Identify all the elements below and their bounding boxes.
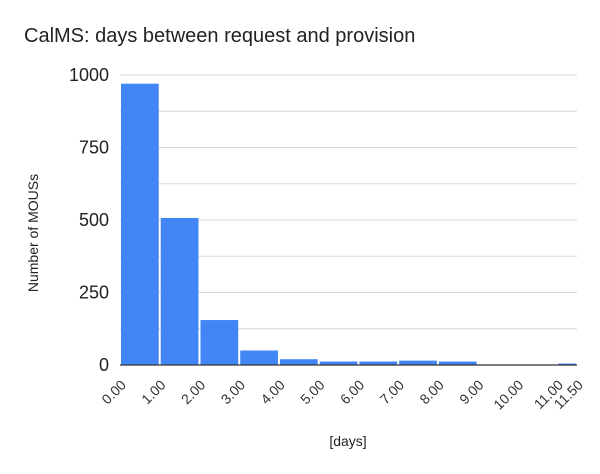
histogram-bar [558, 363, 576, 365]
histogram-bar [438, 361, 477, 365]
x-tick-label: 5.00 [297, 376, 328, 407]
x-tick-label: 6.00 [337, 376, 368, 407]
histogram-bar [359, 361, 398, 365]
chart-title: CalMS: days between request and provisio… [24, 25, 416, 47]
x-tick-label: 1.00 [138, 376, 169, 407]
histogram-bar [279, 359, 318, 365]
histogram-bar [399, 360, 437, 365]
x-tick-label: 2.00 [178, 376, 209, 407]
x-tick-label: 7.00 [377, 376, 408, 407]
x-axis-title: [days] [329, 433, 366, 449]
histogram-bar [240, 350, 278, 365]
y-tick-label: 250 [79, 283, 109, 303]
histogram-bar [160, 217, 199, 365]
x-tick-label: 9.00 [456, 376, 487, 407]
histogram-bar [121, 83, 159, 365]
y-tick-label: 750 [79, 138, 109, 158]
y-tick-label: 500 [79, 210, 109, 230]
x-tick-label: 8.00 [416, 376, 447, 407]
y-axis-title: Number of MOUSs [25, 174, 41, 292]
y-tick-label: 1000 [69, 65, 109, 85]
histogram-bar [319, 361, 358, 365]
histogram-bar [200, 320, 239, 365]
x-tick-label: 10.00 [490, 376, 526, 412]
x-tick-label: 4.00 [257, 376, 288, 407]
x-tick-label: 3.00 [218, 376, 249, 407]
x-tick-label: 0.00 [98, 376, 129, 407]
y-tick-label: 0 [99, 355, 109, 375]
